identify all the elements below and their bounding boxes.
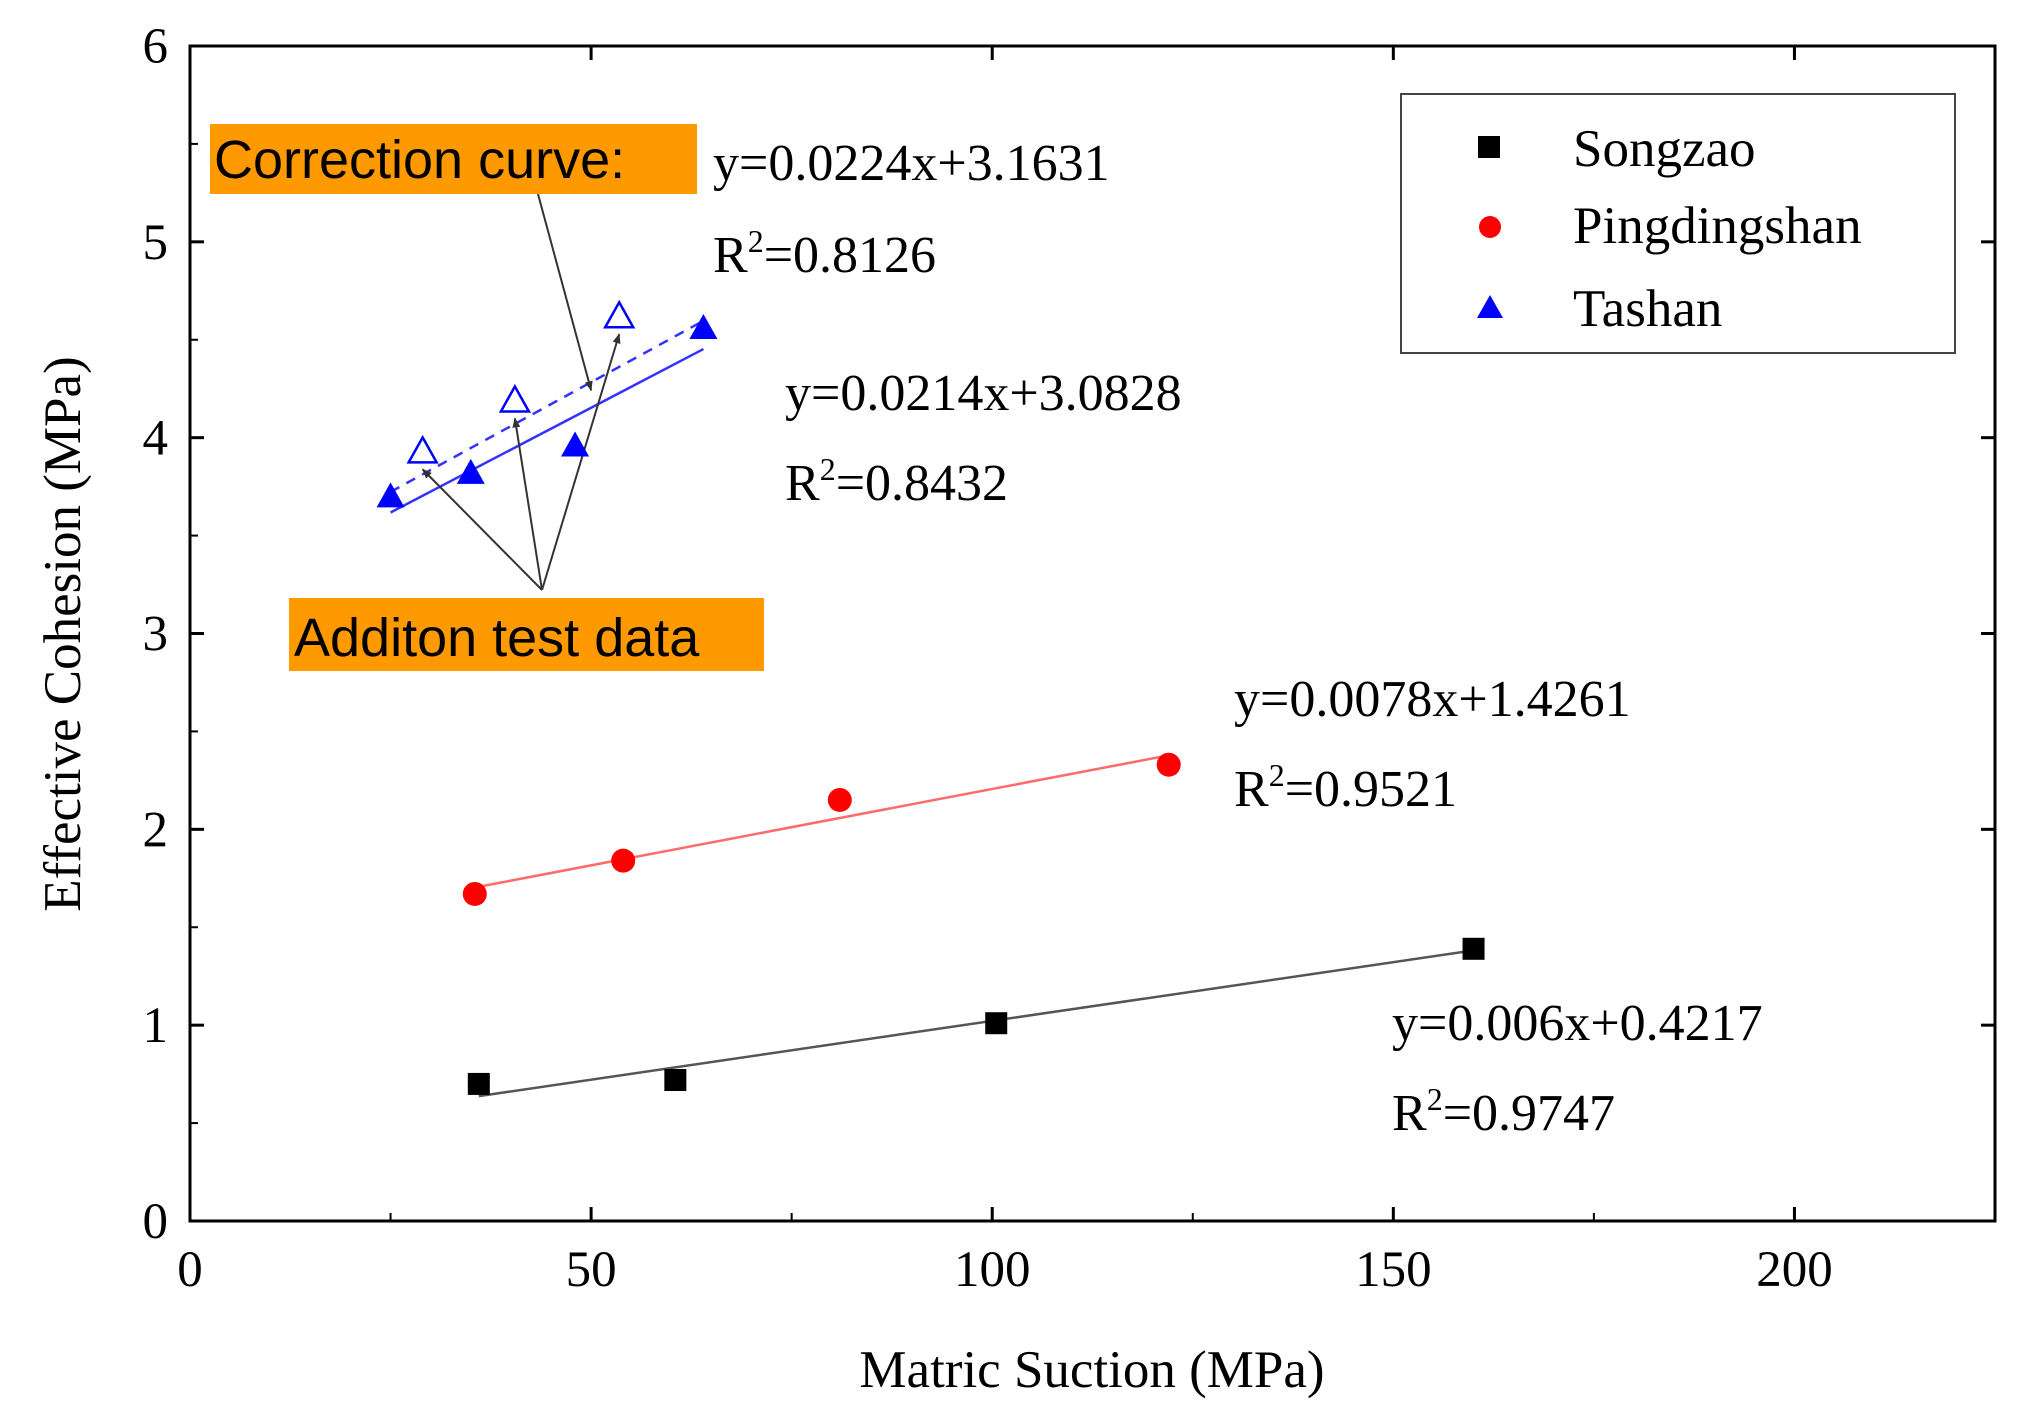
tashan-point (561, 431, 590, 457)
x-tick-label: 50 (566, 1242, 617, 1298)
tashan-r2: R2=0.8432 (785, 451, 1008, 512)
addition-point (603, 299, 636, 329)
songzao-r2-value: =0.9747 (1443, 1085, 1615, 1142)
plot-area (376, 193, 1485, 1098)
tashan-point (689, 314, 718, 339)
y-tick-label: 1 (143, 998, 169, 1054)
addition-label: Additon test data (294, 608, 700, 668)
correction-equation: y=0.0224x+3.1631 (713, 135, 1110, 192)
correction-label-box (210, 124, 697, 194)
pingdingshan-r2-sup: 2 (1269, 757, 1285, 793)
correction-r2-sup: 2 (748, 223, 764, 259)
pingdingshan-r2: R2=0.9521 (1234, 757, 1457, 818)
tashan-r2-prefix: R (785, 455, 820, 512)
tashan-r2-sup: 2 (820, 451, 836, 487)
songzao-r2-sup: 2 (1427, 1081, 1443, 1117)
songzao-point (467, 1072, 490, 1095)
y-tick-label: 0 (143, 1194, 169, 1250)
correction-arrow (537, 193, 593, 392)
y-tick-label: 4 (143, 411, 169, 467)
pingdingshan-point (611, 848, 636, 873)
pingdingshan-r2-prefix: R (1234, 761, 1269, 818)
pingdingshan-point (1156, 752, 1181, 777)
tashan-equation: y=0.0214x+3.0828 (785, 365, 1182, 422)
pingdingshan-fit-line (478, 754, 1169, 888)
songzao-point (1462, 937, 1485, 960)
axes: 0 50 100 150 200 0 1 2 3 4 5 6 (143, 19, 1996, 1298)
addition-arrow (512, 417, 543, 591)
correction-r2-prefix: R (713, 227, 748, 284)
correction-r2-value: =0.8126 (764, 227, 936, 284)
x-tick-label: 100 (954, 1242, 1031, 1298)
songzao-fit-line (478, 949, 1474, 1098)
legend: Songzao Pingdingshan Tashan (1400, 93, 1956, 354)
pingdingshan-point (827, 787, 852, 812)
correction-label: Correction curve: (214, 130, 625, 190)
songzao-r2: R2=0.9747 (1392, 1081, 1615, 1142)
y-tick-label: 5 (143, 215, 169, 271)
legend-songzao-label: Songzao (1573, 120, 1756, 178)
pingdingshan-point (462, 881, 487, 906)
tashan-point (456, 458, 485, 484)
legend-tashan-label: Tashan (1573, 280, 1722, 338)
tashan-point (376, 482, 405, 508)
tashan-r2-value: =0.8432 (836, 455, 1008, 512)
songzao-point (985, 1012, 1008, 1035)
y-tick-label: 2 (143, 802, 169, 858)
tashan-fit-line (389, 347, 705, 514)
legend-songzao-marker (1478, 136, 1500, 158)
addition-point (406, 434, 439, 464)
songzao-r2-prefix: R (1392, 1085, 1427, 1142)
x-tick-label: 0 (177, 1242, 203, 1298)
correction-r2: R2=0.8126 (713, 223, 936, 284)
addition-arrow (541, 333, 621, 591)
correction-fit-line (389, 319, 705, 493)
songzao-point (664, 1069, 687, 1091)
y-axis-title: Effective Cohesion (MPa) (34, 356, 92, 911)
equations: y=0.0224x+3.1631 R2=0.8126 y=0.0214x+3.0… (713, 135, 1763, 1142)
x-axis-title: Matric Suction (MPa) (859, 1341, 1324, 1399)
legend-pingdingshan-marker (1479, 216, 1501, 238)
x-tick-label: 200 (1756, 1242, 1833, 1298)
annotations: Correction curve: Additon test data (210, 124, 764, 671)
legend-pingdingshan-label: Pingdingshan (1573, 197, 1862, 255)
x-tick-label: 150 (1355, 1242, 1432, 1298)
legend-tashan-marker (1477, 295, 1503, 318)
addition-arrow (421, 468, 543, 591)
pingdingshan-equation: y=0.0078x+1.4261 (1234, 671, 1631, 728)
pingdingshan-r2-value: =0.9521 (1285, 761, 1457, 818)
y-tick-label: 6 (143, 19, 169, 75)
addition-label-box (289, 598, 764, 671)
y-tick-label: 3 (143, 607, 169, 663)
songzao-equation: y=0.006x+0.4217 (1392, 995, 1763, 1052)
addition-point (498, 383, 532, 413)
